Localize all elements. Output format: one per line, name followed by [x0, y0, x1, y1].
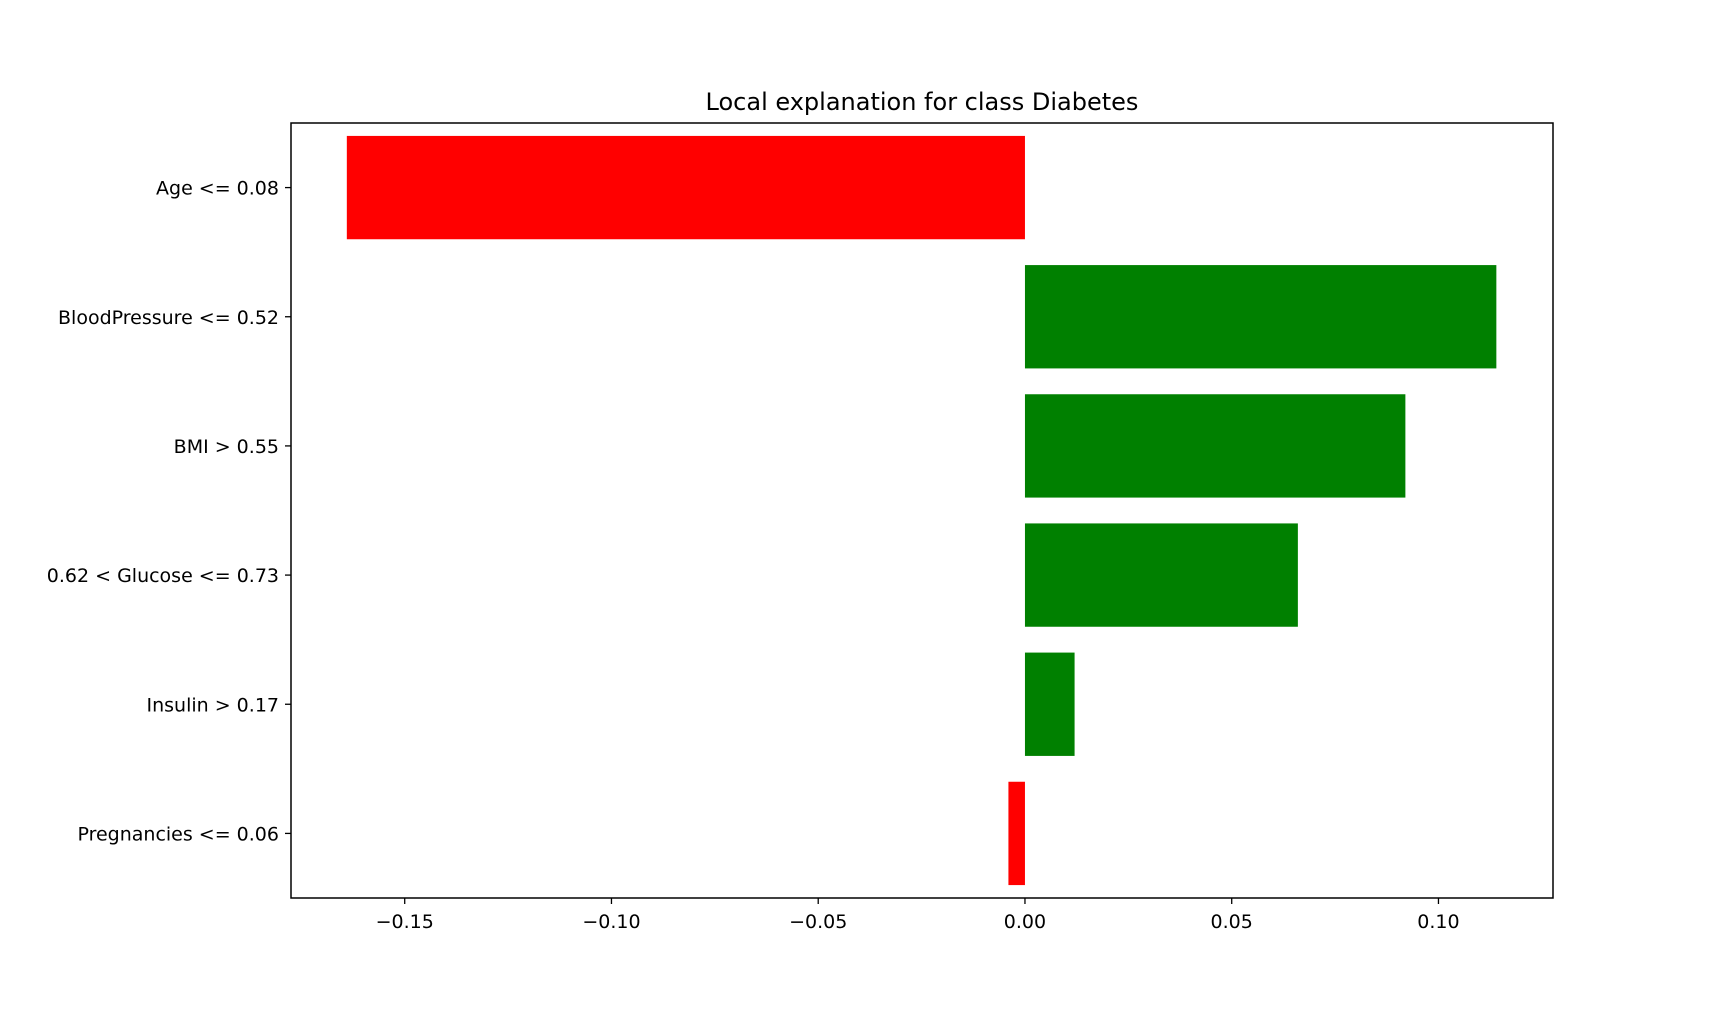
y-tick-label: BloodPressure <= 0.52 — [58, 307, 279, 329]
x-tick-label: 0.00 — [1004, 911, 1046, 933]
bar — [1024, 265, 1497, 369]
y-axis-ticks: Age <= 0.08 BloodPressure <= 0.52 BMI > 0.… — [47, 178, 291, 845]
y-tick-label: Age <= 0.08 — [156, 178, 279, 200]
x-tick-label: −0.15 — [376, 911, 434, 933]
bar — [1008, 781, 1025, 886]
bar — [1024, 394, 1406, 498]
x-tick-label: 0.10 — [1417, 911, 1459, 933]
y-tick-label: Pregnancies <= 0.06 — [77, 823, 279, 845]
bars — [346, 135, 1497, 886]
bar — [1024, 523, 1298, 627]
bar — [346, 135, 1025, 240]
x-axis-ticks: −0.15 −0.10 −0.05 0.00 0.05 0.10 — [376, 898, 1460, 933]
y-tick-label: Insulin > 0.17 — [147, 694, 280, 716]
plot-frame — [290, 122, 1554, 899]
bar — [1024, 652, 1075, 756]
x-tick-label: −0.05 — [789, 911, 847, 933]
x-tick-label: −0.10 — [582, 911, 640, 933]
y-tick-label: BMI > 0.55 — [174, 436, 279, 458]
chart-title: Local explanation for class Diabetes — [706, 88, 1139, 116]
y-tick-label: 0.62 < Glucose <= 0.73 — [47, 565, 279, 587]
x-tick-label: 0.05 — [1211, 911, 1253, 933]
